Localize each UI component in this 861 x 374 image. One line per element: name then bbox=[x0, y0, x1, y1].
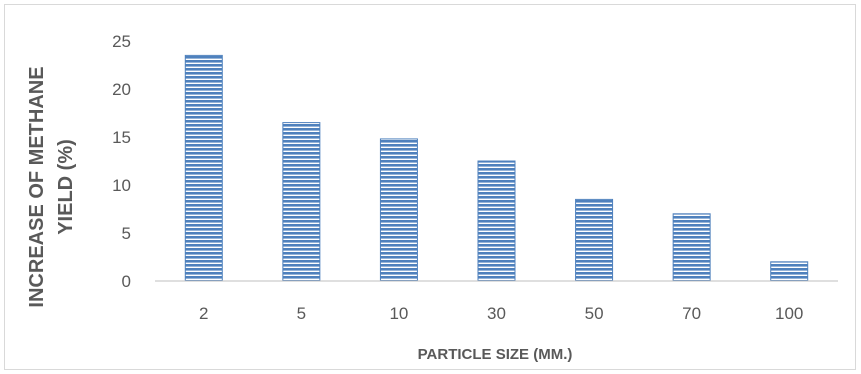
x-tick-label: 2 bbox=[199, 304, 208, 323]
x-axis-title: PARTICLE SIZE (MM.) bbox=[418, 346, 573, 363]
x-tick-label: 30 bbox=[487, 304, 506, 323]
y-tick-label: 10 bbox=[112, 176, 131, 195]
y-tick-label: 25 bbox=[112, 32, 131, 51]
bar-2 bbox=[184, 54, 223, 282]
bar-50 bbox=[575, 198, 614, 282]
bar-10 bbox=[379, 138, 418, 282]
x-tick-label: 70 bbox=[682, 304, 701, 323]
x-tick-label: 50 bbox=[585, 304, 604, 323]
y-axis-title-line-2: YIELD (%) bbox=[55, 139, 77, 235]
bar-100 bbox=[770, 261, 809, 282]
y-tick-label: 15 bbox=[112, 128, 131, 147]
y-tick-label: 5 bbox=[122, 224, 131, 243]
x-tick-labels: 2 5 10 30 50 70 100 bbox=[199, 304, 803, 323]
bars bbox=[184, 54, 809, 282]
y-tick-label: 0 bbox=[122, 272, 131, 291]
y-tick-label: 20 bbox=[112, 80, 131, 99]
y-axis-title: INCREASE OF METHANE YIELD (%) bbox=[26, 66, 77, 307]
x-tick-label: 5 bbox=[297, 304, 306, 323]
chart-frame bbox=[4, 4, 856, 370]
x-tick-label: 100 bbox=[775, 304, 803, 323]
bar-30 bbox=[477, 160, 516, 282]
bar-70 bbox=[672, 213, 711, 282]
bar-5 bbox=[282, 122, 321, 282]
x-tick-label: 10 bbox=[389, 304, 408, 323]
y-axis-title-line-1: INCREASE OF METHANE bbox=[26, 66, 48, 307]
y-tick-labels: 0 5 10 15 20 25 bbox=[112, 32, 131, 291]
